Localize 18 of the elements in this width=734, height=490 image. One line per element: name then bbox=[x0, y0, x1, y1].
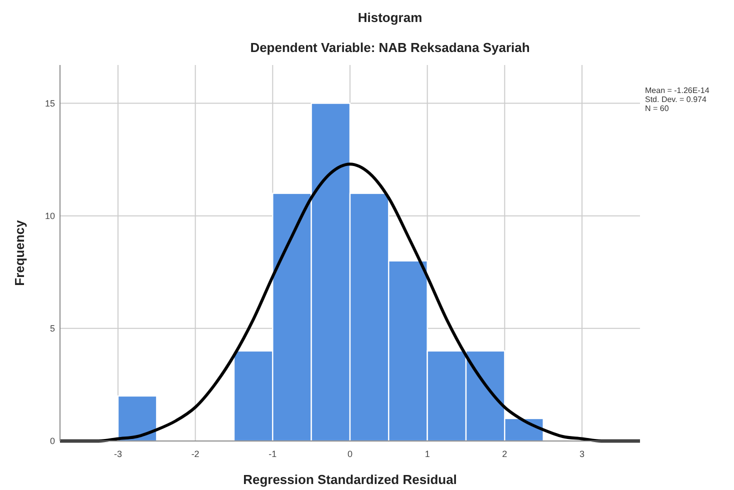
x-tick-label: 1 bbox=[424, 449, 430, 459]
y-axis-title: Frequency bbox=[12, 219, 27, 286]
x-tick-label: 2 bbox=[502, 449, 508, 459]
chart-title: Histogram bbox=[358, 10, 422, 25]
x-tick-label: 3 bbox=[579, 449, 585, 459]
text: N = 60 bbox=[645, 104, 670, 113]
y-tick-label: 0 bbox=[50, 436, 55, 446]
chart-subtitle: Dependent Variable: NAB Reksadana Syariah bbox=[250, 40, 530, 55]
x-tick-label: 0 bbox=[347, 449, 353, 459]
x-tick-label: -3 bbox=[114, 449, 122, 459]
x-tick-label: -2 bbox=[191, 449, 200, 459]
x-axis-title: Regression Standardized Residual bbox=[243, 472, 457, 487]
y-tick-label: 15 bbox=[44, 98, 55, 108]
text: Std. Dev. = 0.974 bbox=[645, 95, 707, 104]
y-tick-label: 5 bbox=[50, 323, 55, 334]
text: Mean = -1.26E-14 bbox=[645, 86, 710, 95]
y-tick-label: 10 bbox=[44, 210, 55, 221]
x-tick-label: -1 bbox=[268, 449, 277, 459]
